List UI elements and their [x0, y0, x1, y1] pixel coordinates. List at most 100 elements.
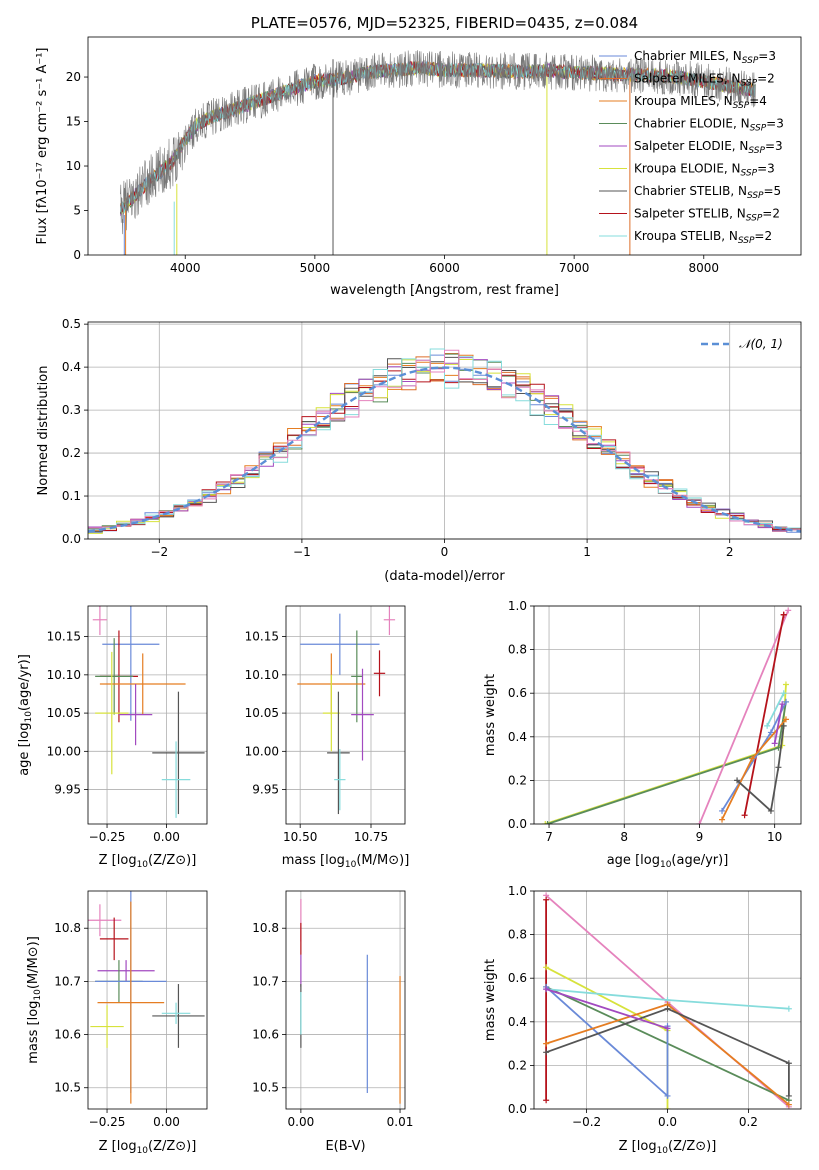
mass-weight-marker — [780, 611, 787, 618]
errorbar-point — [383, 606, 396, 636]
x-tick-label: 0.2 — [739, 1115, 758, 1129]
mass-weight-marker — [544, 821, 551, 824]
mass-weight-line — [698, 610, 790, 824]
x-axis-label: (data-model)/error — [384, 569, 505, 584]
plot-area — [300, 898, 401, 1104]
plot-area — [542, 607, 792, 824]
y-tick-label: 0.4 — [508, 1015, 527, 1029]
residual-histogram — [88, 349, 801, 531]
legend-label: Chabrier STELIB, NSSP=5 — [634, 184, 781, 201]
x-axis-label: Z [log10(Z/Z⊙)] — [619, 1139, 717, 1156]
mass-weight-marker — [741, 812, 748, 819]
mass-vs-metallicity-panel: −0.25 0.00 10.5 10.6 10.7 10.8 Z [log10(Z/Z⊙)]… — [26, 890, 208, 1156]
y-tick-label: 10.00 — [47, 744, 81, 758]
y-tick-label: 0.4 — [62, 360, 81, 374]
x-tick-label: 8 — [620, 830, 628, 844]
y-tick-label: 9.95 — [54, 783, 81, 797]
mass-weight-marker — [779, 701, 786, 708]
mass-weight-marker — [785, 1060, 792, 1067]
age-vs-mass-panel: 10.50 10.75 9.95 10.00 10.05 10.10 10.15 mass [… — [245, 605, 409, 870]
x-tick-label: 8000 — [688, 261, 719, 275]
mass-weight-marker — [719, 816, 726, 823]
errorbar-point — [334, 749, 346, 811]
plot-area — [120, 50, 756, 255]
y-tick-label: 10.05 — [245, 706, 279, 720]
x-tick-label: −0.25 — [89, 830, 126, 844]
mass-weight-marker — [785, 1101, 792, 1108]
y-axis-label: mass weight — [483, 674, 498, 756]
y-tick-label: 0.1 — [62, 489, 81, 503]
x-tick-label: 7 — [545, 830, 553, 844]
mass-weight-marker — [749, 755, 756, 762]
legend-label: 𝒩(0, 1) — [739, 337, 783, 351]
legend-label: Salpeter STELIB, NSSP=2 — [634, 207, 780, 224]
y-tick-label: 0 — [73, 248, 81, 262]
x-tick-label: 2 — [726, 545, 734, 559]
mass-weight-line — [773, 703, 784, 744]
mass-weight-marker — [543, 1040, 550, 1047]
x-tick-label: −2 — [150, 545, 168, 559]
y-tick-label: 10.05 — [47, 706, 81, 720]
mass-weight-marker — [767, 807, 774, 814]
mass-weight-line — [766, 692, 785, 727]
y-tick-label: 9.95 — [252, 783, 279, 797]
errorbar-point — [161, 741, 191, 818]
errorbar-point — [99, 917, 129, 961]
y-tick-label: 15 — [66, 115, 81, 129]
errorbar-point — [95, 651, 129, 775]
y-tick-label: 10.5 — [54, 1081, 81, 1095]
y-tick-label: 1.0 — [508, 599, 527, 613]
y-tick-label: 10.8 — [252, 921, 279, 935]
mass-weight-line — [545, 988, 668, 1030]
errorbar-point — [300, 613, 380, 675]
y-tick-label: 10.15 — [245, 630, 279, 644]
y-tick-label: 0.6 — [508, 971, 527, 985]
x-tick-label: 0.00 — [288, 1115, 315, 1129]
errorbar-point — [99, 653, 186, 715]
y-tick-label: 0.0 — [62, 532, 81, 546]
mass-weight-vs-age-panel: 7 8 9 10 0.0 0.2 0.4 0.6 0.8 1.0 age [log10(age/yr… — [483, 599, 802, 870]
y-tick-label: 10.15 — [47, 630, 81, 644]
mass-weight-marker — [785, 607, 792, 614]
errorbar-point — [102, 606, 160, 721]
x-tick-label: −1 — [293, 545, 311, 559]
errorbar-point — [95, 638, 134, 715]
plot-area — [543, 892, 792, 1109]
axes-frame — [285, 605, 406, 825]
legend: Chabrier MILES, NSSP=3 Salpeter MILES, NS… — [599, 49, 784, 246]
y-tick-label: 10 — [66, 159, 81, 173]
x-tick-label: −0.25 — [89, 1115, 126, 1129]
errorbar-point — [92, 606, 108, 636]
y-tick-label: 0.8 — [508, 643, 527, 657]
mass-weight-line — [545, 986, 669, 1098]
y-tick-label: 0.4 — [508, 730, 527, 744]
mass-weight-marker — [764, 722, 771, 729]
plot-area — [297, 606, 396, 815]
chart-title: PLATE=0576, MJD=52325, FIBERID=0435, z=0… — [251, 14, 638, 32]
spectrum-panel: 4000 5000 6000 7000 8000 0 5 10 15 20 PLATE=0576, … — [35, 14, 802, 298]
y-tick-label: 10.8 — [54, 921, 81, 935]
legend-label: Kroupa MILES, NSSP=4 — [634, 94, 767, 111]
gaussian-curve — [88, 366, 801, 533]
y-tick-label: 10.5 — [252, 1081, 279, 1095]
mass-weight-marker — [543, 1097, 550, 1104]
y-tick-label: 10.10 — [47, 668, 81, 682]
mass-weight-vs-metallicity-panel: −0.2 0.0 0.2 0.0 0.2 0.4 0.6 0.8 1.0 Z [log10(Z/Z… — [483, 884, 802, 1156]
legend-label: Kroupa ELODIE, NSSP=3 — [634, 162, 775, 179]
y-tick-label: 10.6 — [54, 1028, 81, 1042]
x-axis-label: Z [log10(Z/Z⊙)] — [99, 1139, 197, 1156]
x-axis-label: age [log10(age/yr)] — [607, 853, 729, 870]
mass-weight-marker — [664, 1025, 671, 1032]
mass-weight-marker — [542, 821, 549, 824]
x-axis-label: Z [log10(Z/Z⊙)] — [99, 853, 197, 870]
legend-label: Salpeter ELODIE, NSSP=3 — [634, 139, 783, 156]
y-tick-label: 0.0 — [508, 1102, 527, 1116]
mass-weight-marker — [664, 1092, 671, 1099]
x-tick-label: 5000 — [300, 261, 331, 275]
x-axis-label: wavelength [Angstrom, rest frame] — [330, 283, 559, 298]
errorbar-point — [373, 650, 386, 697]
mass-weight-line — [545, 684, 787, 824]
x-tick-label: 0.00 — [153, 830, 180, 844]
x-tick-label: 1 — [583, 545, 591, 559]
